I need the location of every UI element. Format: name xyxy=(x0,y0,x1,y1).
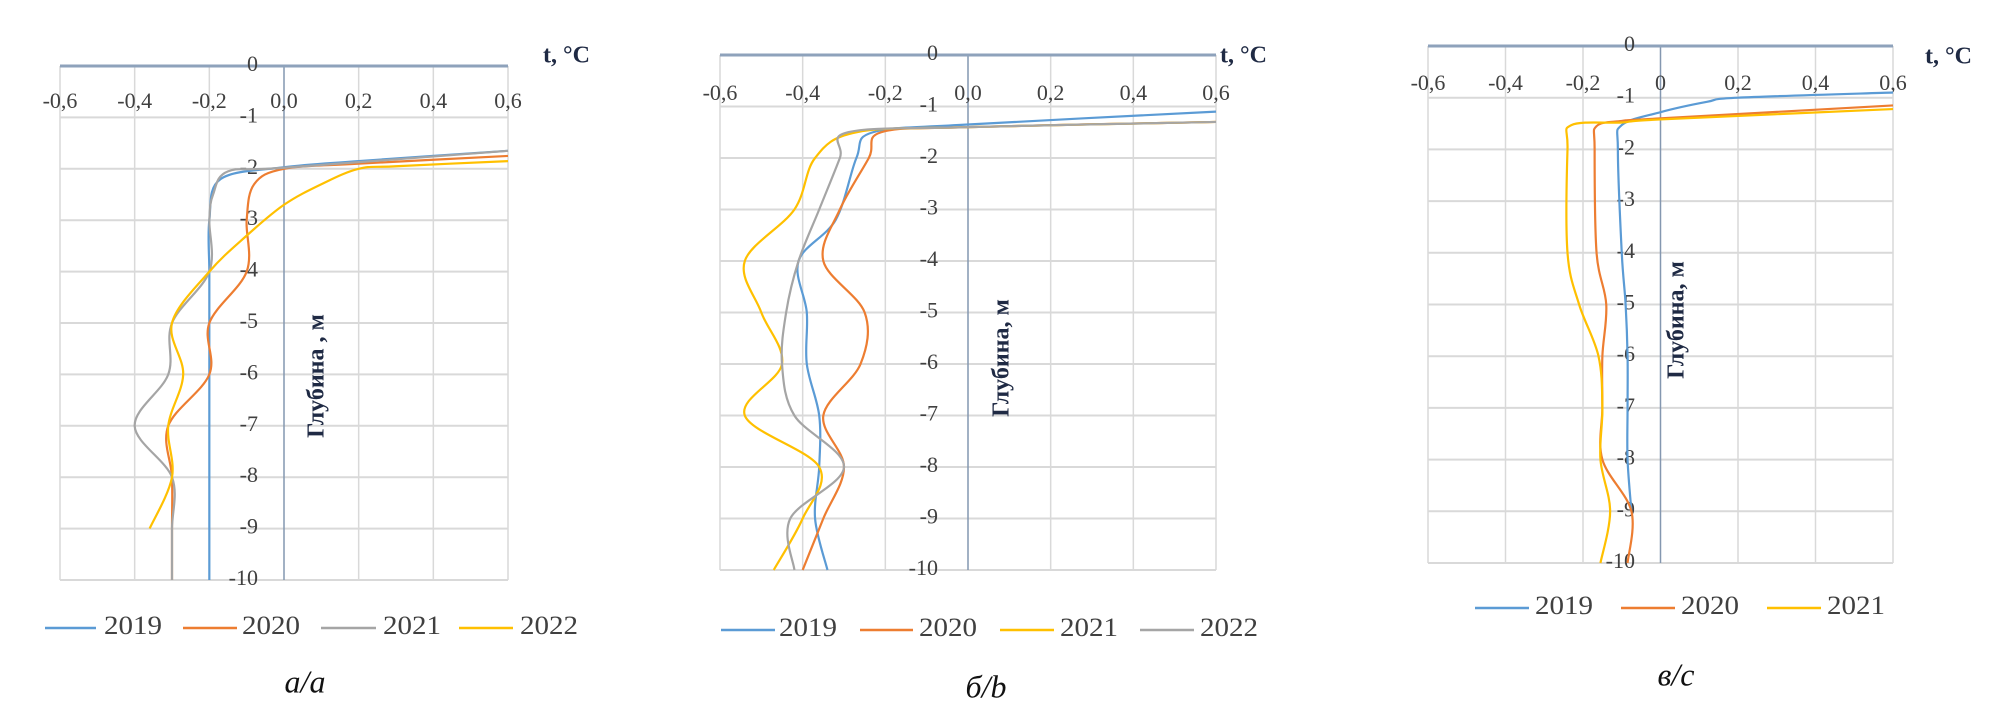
y-tick-label: -2 xyxy=(240,154,258,179)
x-tick-label: -0,2 xyxy=(1566,70,1601,95)
y-tick-label: -9 xyxy=(240,514,258,539)
legend-label: 2022 xyxy=(520,611,578,640)
legend-label: 2020 xyxy=(1681,591,1739,620)
legend: 2019 2020 2021 xyxy=(1475,591,1885,620)
x-axis-title: t, °C xyxy=(543,43,590,69)
y-tick-label: -3 xyxy=(240,205,258,230)
y-tick-label: 0 xyxy=(927,40,938,65)
series-line-2020 xyxy=(1592,104,1894,564)
x-tick-label: -0,4 xyxy=(117,88,152,113)
y-tick-label: 0 xyxy=(247,51,258,76)
x-axis-title: t, °C xyxy=(1925,44,1972,70)
legend-label: 2019 xyxy=(104,611,162,640)
x-tick-label: 0,4 xyxy=(1120,80,1148,105)
chart-panel-2: -0,6 -0,4 -0,2 0,0 0,2 0,4 0,6 0 -1 -2 -3 -4 -5 -6 -7 -… xyxy=(703,40,1267,704)
x-tick-label: 0,6 xyxy=(494,88,522,113)
chart-panel-3: -0,6 -0,4 -0,2 0 0,2 0,4 0,60-1-2-3-4-5-6-7-8-… xyxy=(1411,31,1972,692)
y-axis-title: Глубина, м xyxy=(1664,261,1690,379)
y-tick-label: -6 xyxy=(1617,341,1635,366)
y-tick-label: -7 xyxy=(240,411,258,436)
y-tick-label: -1 xyxy=(1617,83,1635,108)
x-tick-label: 0,6 xyxy=(1879,70,1907,95)
series-line-2022 xyxy=(148,159,509,530)
y-tick-label: -3 xyxy=(1617,186,1635,211)
panel-caption: в/c xyxy=(1658,656,1695,692)
x-tick-label: 0,4 xyxy=(1802,70,1830,95)
y-tick-label: -1 xyxy=(240,102,258,127)
legend-label: 2021 xyxy=(383,611,441,640)
legend-label: 2020 xyxy=(919,613,977,642)
series-lines xyxy=(133,149,509,580)
chart-panel-1: -0,6 -0,4 -0,2 0,0 0,2 0,4 0,60-1-2-3-4-5-6-7-… xyxy=(43,43,590,700)
x-tick-label: -0,6 xyxy=(1411,70,1446,95)
x-tick-label: -0,6 xyxy=(43,88,78,113)
y-axis-title: Глубина, м xyxy=(989,299,1015,417)
y-tick-label: -2 xyxy=(1617,134,1635,159)
series-line-2022 xyxy=(780,120,1217,571)
x-tick-label: -0,4 xyxy=(785,80,820,105)
y-tick-label: -9 xyxy=(920,504,938,529)
legend-label: 2019 xyxy=(1535,591,1593,620)
x-tick-label: 0,2 xyxy=(345,88,373,113)
x-tick-label: 0,0 xyxy=(270,88,298,113)
legend-label: 2021 xyxy=(1060,613,1118,642)
x-tick-label: -0,6 xyxy=(703,80,738,105)
series-line-2019 xyxy=(1616,91,1894,512)
series-lines xyxy=(1565,91,1894,564)
y-tick-label: -8 xyxy=(1617,445,1635,470)
x-tick-label: -0,2 xyxy=(868,80,903,105)
y-tick-label: -10 xyxy=(909,555,938,580)
y-tick-label: -10 xyxy=(229,565,258,590)
legend: 2019 2020 2021 2022 xyxy=(721,613,1258,642)
y-axis-title: Глубина , м xyxy=(304,314,330,438)
y-tick-label: -3 xyxy=(920,195,938,220)
y-tick-label: -4 xyxy=(1617,238,1635,263)
x-tick-label: -0,4 xyxy=(1488,70,1523,95)
x-tick-label: 0 xyxy=(1655,70,1666,95)
y-tick-label: -8 xyxy=(240,462,258,487)
legend-label: 2020 xyxy=(242,611,300,640)
panel-caption: б/b xyxy=(966,668,1007,704)
panel-caption: а/a xyxy=(285,663,326,699)
legend-label: 2022 xyxy=(1200,613,1258,642)
y-tick-label: -5 xyxy=(240,308,258,333)
y-tick-label: -2 xyxy=(920,143,938,168)
x-axis-title: t, °C xyxy=(1220,43,1267,69)
series-lines xyxy=(742,110,1217,571)
y-tick-label: -8 xyxy=(920,452,938,477)
y-tick-label: -6 xyxy=(240,359,258,384)
x-tick-label: 0,0 xyxy=(954,80,982,105)
y-tick-label: -7 xyxy=(1617,393,1635,418)
x-tick-label: 0,2 xyxy=(1037,80,1065,105)
x-tick-label: 0,6 xyxy=(1202,80,1230,105)
y-tick-label: -10 xyxy=(1606,548,1635,573)
series-line-2019 xyxy=(207,149,509,580)
legend: 2019 2020 2021 2022 xyxy=(45,611,578,640)
legend-label: 2021 xyxy=(1827,591,1885,620)
x-tick-label: -0,2 xyxy=(192,88,227,113)
y-tick-label: -5 xyxy=(920,298,938,323)
series-line-2021 xyxy=(1565,107,1894,564)
legend-label: 2019 xyxy=(779,613,837,642)
x-tick-label: 0,2 xyxy=(1724,70,1752,95)
y-tick-label: -4 xyxy=(920,246,938,271)
y-tick-label: -6 xyxy=(920,349,938,374)
y-tick-label: -7 xyxy=(920,401,938,426)
y-tick-label: 0 xyxy=(1624,31,1635,56)
y-tick-label: -1 xyxy=(920,92,938,117)
x-tick-label: 0,4 xyxy=(420,88,448,113)
